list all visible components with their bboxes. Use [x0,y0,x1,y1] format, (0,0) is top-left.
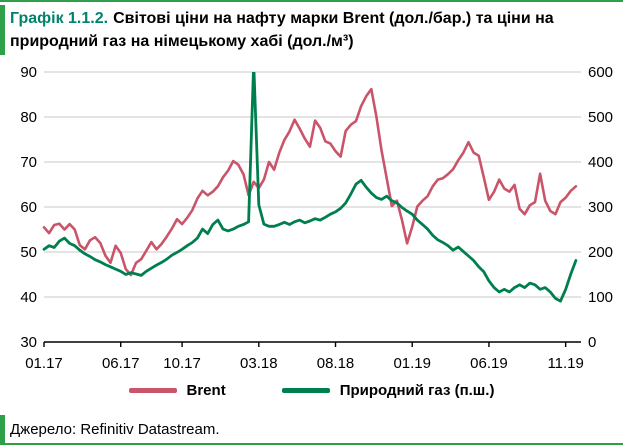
right-axis-tick-label: 300 [588,199,613,216]
x-axis-tick-label: 08.18 [317,355,355,372]
legend-label-brent: Brent [186,382,226,399]
right-axis-tick-label: 500 [588,109,613,126]
right-axis-tick-label: 100 [588,289,613,306]
gas-price-line [42,72,578,303]
left-axis-tick-label: 50 [20,244,37,261]
left-axis-tick-label: 90 [20,64,37,81]
legend-item-gas: Природний газ (п.ш.) [281,382,495,399]
left-axis-tick-label: 40 [20,289,37,306]
right-axis-tick-label: 0 [588,334,596,351]
gas-line-swatch [281,388,330,393]
figure-title-text: Світові ціни на нафту марки Brent (дол./… [10,10,554,50]
left-axis-tick-label: 30 [20,334,37,351]
brent-line-swatch [128,388,177,393]
left-axis-tick-label: 60 [20,199,37,216]
x-axis-tick-label: 11.19 [547,355,583,372]
brent-price-line [42,87,578,277]
x-axis-tick-label: 06.19 [470,355,508,372]
source-accent-bar [0,415,5,443]
left-axis-tick-label: 80 [20,109,37,126]
legend: Brent Природний газ (п.ш.) [0,382,623,399]
right-axis-tick-label: 600 [588,64,613,81]
legend-item-brent: Brent [128,382,226,399]
x-axis-tick-label: 01.17 [25,355,63,372]
legend-label-gas: Природний газ (п.ш.) [339,382,495,399]
price-line-chart: 30 40 50 60 70 80 90 0 100 200 300 400 500 600 01.17 06… [20,64,613,372]
x-axis-tick-label: 01.19 [393,355,431,372]
figure-number: Графік 1.1.2. [10,10,109,27]
title-accent-bar [0,5,5,55]
x-axis-tick-label: 06.17 [102,355,140,372]
figure-title: Графік 1.1.2. Світові ціни на нафту марки… [10,7,616,53]
chart-area: 30 40 50 60 70 80 90 0 100 200 300 400 500 600 01.17 06… [0,60,623,372]
right-axis-tick-label: 400 [588,154,613,171]
x-axis-tick-label: 10.17 [163,355,201,372]
left-axis-tick-label: 70 [20,154,37,171]
right-axis-tick-label: 200 [588,244,613,261]
x-axis-tick-label: 03.18 [240,355,278,372]
source-note: Джерело: Refinitiv Datastream. [10,421,220,438]
